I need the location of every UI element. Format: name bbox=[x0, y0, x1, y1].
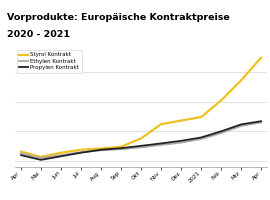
Ethylen Kontrakt bbox=[160, 144, 163, 146]
Line: Propylen Kontrakt: Propylen Kontrakt bbox=[21, 121, 261, 160]
Styrol Kontrakt bbox=[180, 119, 183, 122]
Ethylen Kontrakt bbox=[260, 121, 263, 124]
Styrol Kontrakt bbox=[19, 150, 22, 153]
Propylen Kontrakt bbox=[240, 123, 243, 126]
Propylen Kontrakt bbox=[200, 136, 203, 139]
Styrol Kontrakt bbox=[160, 123, 163, 125]
Propylen Kontrakt bbox=[79, 152, 83, 154]
Ethylen Kontrakt bbox=[119, 148, 123, 150]
Text: Vorprodukte: Europäische Kontraktpreise: Vorprodukte: Europäische Kontraktpreise bbox=[7, 13, 230, 22]
Ethylen Kontrakt bbox=[200, 138, 203, 140]
Propylen Kontrakt bbox=[19, 154, 22, 156]
Styrol Kontrakt bbox=[119, 146, 123, 148]
Ethylen Kontrakt bbox=[19, 152, 22, 155]
Styrol Kontrakt bbox=[99, 147, 103, 150]
Ethylen Kontrakt bbox=[39, 157, 42, 159]
Ethylen Kontrakt bbox=[139, 146, 143, 149]
Ethylen Kontrakt bbox=[220, 132, 223, 134]
Styrol Kontrakt bbox=[139, 137, 143, 140]
Propylen Kontrakt bbox=[220, 130, 223, 132]
Styrol Kontrakt bbox=[79, 149, 83, 151]
Styrol Kontrakt bbox=[220, 99, 223, 102]
Propylen Kontrakt bbox=[119, 147, 123, 149]
Text: 2020 - 2021: 2020 - 2021 bbox=[7, 30, 70, 39]
Ethylen Kontrakt bbox=[180, 141, 183, 144]
Text: © 2021 Kunststoff Information, Bad Homburg - www.kiweb.de: © 2021 Kunststoff Information, Bad Hombu… bbox=[5, 189, 168, 195]
Propylen Kontrakt bbox=[99, 149, 103, 151]
Line: Ethylen Kontrakt: Ethylen Kontrakt bbox=[21, 122, 261, 158]
Propylen Kontrakt bbox=[139, 145, 143, 147]
Styrol Kontrakt bbox=[39, 156, 42, 158]
Propylen Kontrakt bbox=[260, 120, 263, 122]
Styrol Kontrakt bbox=[260, 56, 263, 59]
Propylen Kontrakt bbox=[160, 142, 163, 145]
Propylen Kontrakt bbox=[39, 159, 42, 161]
Styrol Kontrakt bbox=[59, 152, 63, 154]
Styrol Kontrakt bbox=[200, 116, 203, 118]
Propylen Kontrakt bbox=[59, 155, 63, 157]
Ethylen Kontrakt bbox=[79, 151, 83, 153]
Line: Styrol Kontrakt: Styrol Kontrakt bbox=[21, 58, 261, 157]
Ethylen Kontrakt bbox=[59, 154, 63, 156]
Propylen Kontrakt bbox=[180, 140, 183, 142]
Styrol Kontrakt bbox=[240, 79, 243, 81]
Ethylen Kontrakt bbox=[99, 149, 103, 152]
Legend: Styrol Kontrakt, Ethylen Kontrakt, Propylen Kontrakt: Styrol Kontrakt, Ethylen Kontrakt, Propy… bbox=[16, 50, 82, 73]
Ethylen Kontrakt bbox=[240, 125, 243, 127]
